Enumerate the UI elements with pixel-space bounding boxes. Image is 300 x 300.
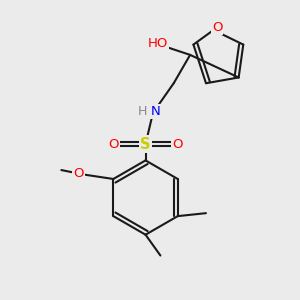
Text: S: S bbox=[140, 136, 151, 152]
Text: O: O bbox=[108, 138, 119, 151]
Text: O: O bbox=[212, 21, 222, 34]
Text: O: O bbox=[172, 138, 183, 151]
Text: O: O bbox=[73, 167, 83, 179]
Text: N: N bbox=[151, 105, 161, 118]
Text: H: H bbox=[138, 105, 147, 118]
Text: HO: HO bbox=[148, 37, 168, 50]
